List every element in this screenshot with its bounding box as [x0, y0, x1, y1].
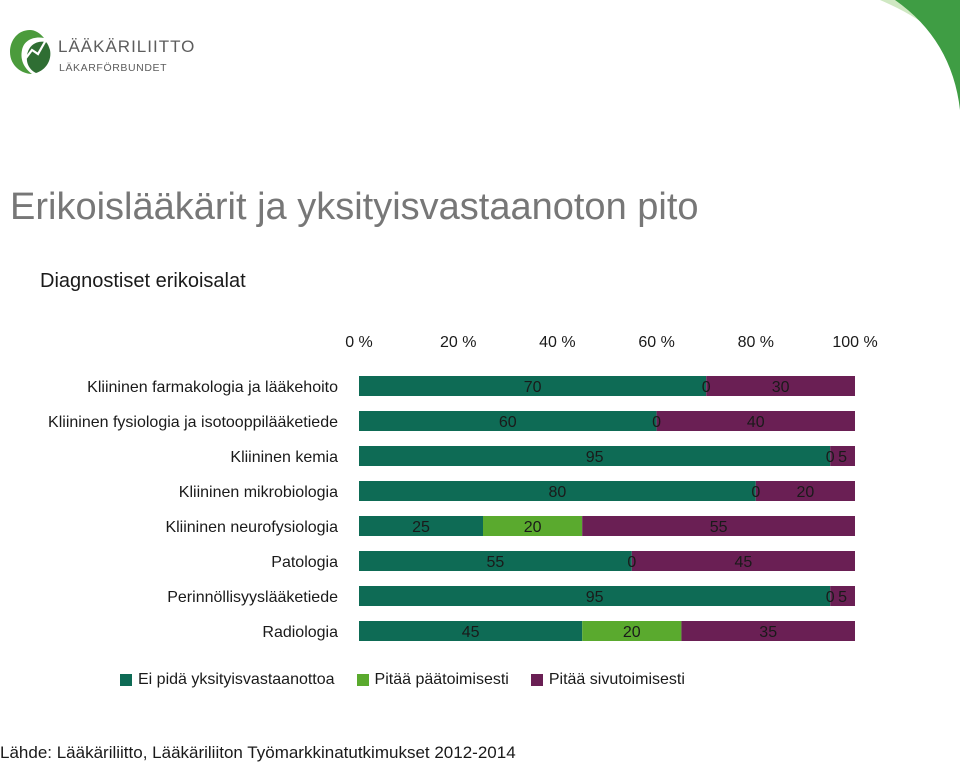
data-label: 20	[797, 484, 815, 501]
bar-segment	[359, 411, 657, 431]
category-label: Radiologia	[262, 624, 338, 641]
bar-segment	[706, 376, 855, 396]
data-label: 55	[487, 554, 505, 571]
data-label: 95	[586, 589, 604, 606]
bar-segment	[359, 551, 632, 571]
bar-segment	[359, 376, 707, 396]
data-label: 40	[747, 414, 765, 431]
data-label: 35	[759, 624, 777, 641]
data-label: 0	[826, 449, 835, 466]
legend: Ei pidä yksityisvastaanottoa Pitää pääto…	[120, 669, 707, 691]
data-label: 30	[772, 379, 790, 396]
bar-segment	[359, 621, 583, 641]
source-note: Lähde: Lääkäriliitto, Lääkäriliiton Työm…	[0, 743, 516, 762]
bar-segment	[359, 516, 483, 536]
data-label: 80	[549, 484, 567, 501]
bar-segment	[755, 481, 855, 501]
data-label: 95	[586, 449, 604, 466]
data-label: 25	[412, 519, 430, 536]
legend-item-paatoimisesti: Pitää päätoimisesti	[356, 671, 509, 689]
logo-name: LÄÄKÄRILIITTO	[58, 37, 196, 56]
data-label: 45	[462, 624, 480, 641]
stacked-bar-chart: 0 % 20 % 40 % 60 % 80 % 100 % Kliininen farma…	[48, 334, 878, 641]
data-label: 60	[499, 414, 517, 431]
x-tick-label: 80 %	[738, 334, 774, 351]
logo-emblem-icon	[10, 30, 51, 74]
bar-segment	[359, 481, 756, 501]
page-title: Erikoislääkärit ja yksityisvastaanoton p…	[10, 186, 699, 228]
bars	[359, 376, 855, 641]
category-label: Kliininen farmakologia ja lääkehoito	[87, 379, 338, 396]
bar-segment	[483, 516, 583, 536]
category-label: Kliininen fysiologia ja isotooppilääketi…	[48, 414, 338, 431]
legend-swatch	[356, 674, 369, 686]
bar-segment	[631, 551, 855, 571]
logo-subname: LÄKARFÖRBUNDET	[59, 62, 168, 74]
data-label: 5	[838, 589, 847, 606]
data-label: 0	[627, 554, 636, 571]
bar-segment	[656, 411, 855, 431]
category-label: Patologia	[271, 554, 338, 571]
bar-segment	[359, 446, 831, 466]
x-tick-label: 0 %	[345, 334, 373, 351]
category-label: Kliininen kemia	[230, 449, 338, 466]
x-tick-label: 40 %	[539, 334, 575, 351]
corner-decoration	[880, 0, 960, 110]
x-tick-label: 100 %	[832, 334, 877, 351]
data-label: 0	[702, 379, 711, 396]
x-tick-label: 20 %	[440, 334, 476, 351]
data-label: 0	[826, 589, 835, 606]
bar-segment	[830, 446, 855, 466]
logo: LÄÄKÄRILIITTO LÄKARFÖRBUNDET	[8, 28, 198, 84]
data-label: 20	[623, 624, 641, 641]
x-axis: 0 % 20 % 40 % 60 % 80 % 100 %	[345, 334, 877, 351]
legend-item-ei-pida: Ei pidä yksityisvastaanottoa	[120, 671, 335, 689]
data-label: 55	[710, 519, 728, 536]
category-label: Kliininen neurofysiologia	[165, 519, 338, 536]
legend-swatch	[530, 674, 543, 686]
data-label: 0	[751, 484, 760, 501]
bar-segment	[830, 586, 855, 606]
bar-segment	[582, 621, 682, 641]
legend-label: Ei pidä yksityisvastaanottoa	[138, 671, 335, 688]
legend-item-sivutoimisesti: Pitää sivutoimisesti	[530, 671, 685, 689]
x-tick-label: 60 %	[638, 334, 674, 351]
legend-swatch	[120, 674, 132, 686]
data-label: 0	[652, 414, 661, 431]
bar-segment	[681, 621, 855, 641]
page-subtitle: Diagnostiset erikoisalat	[40, 270, 246, 292]
data-label: 20	[524, 519, 542, 536]
bar-segment	[359, 586, 831, 606]
category-label: Perinnöllisyyslääketiede	[167, 589, 338, 606]
category-labels: Kliininen farmakologia ja lääkehoito Klii…	[48, 379, 338, 641]
data-label: 45	[735, 554, 753, 571]
data-label: 70	[524, 379, 542, 396]
bar-segment	[582, 516, 855, 536]
category-label: Kliininen mikrobiologia	[179, 484, 338, 501]
legend-label: Pitää päätoimisesti	[374, 671, 509, 688]
data-label: 5	[838, 449, 847, 466]
legend-label: Pitää sivutoimisesti	[548, 671, 685, 688]
